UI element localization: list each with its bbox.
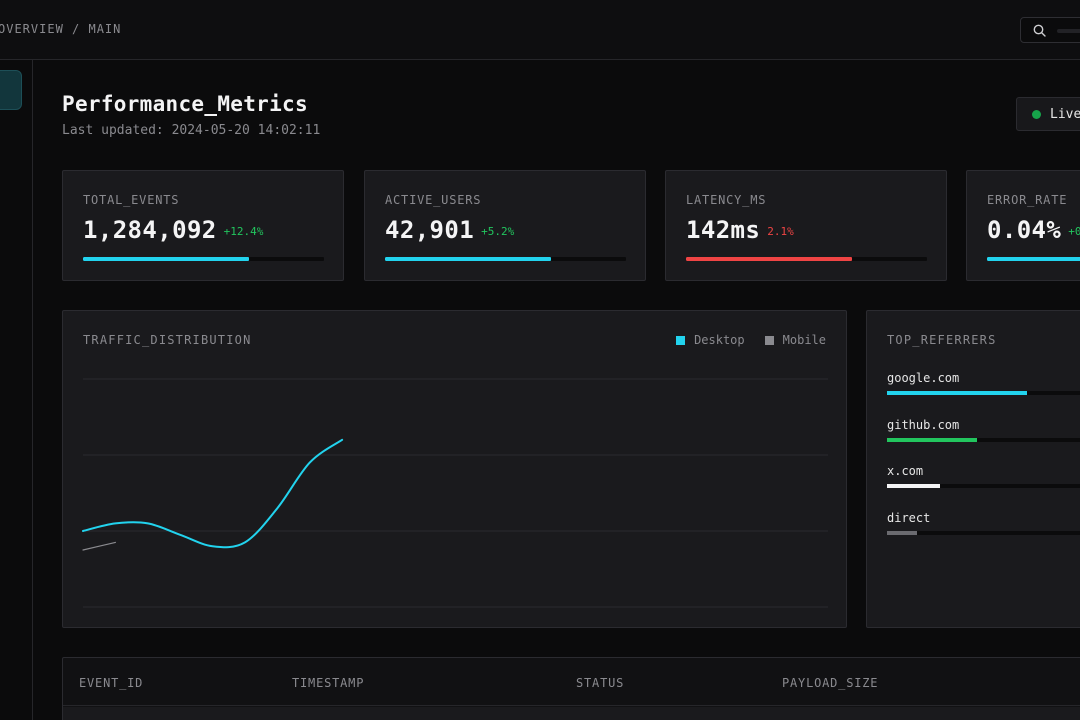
breadcrumb[interactable]: OVERVIEW / MAIN xyxy=(0,22,122,36)
chart-legend: Desktop Mobile xyxy=(676,333,826,347)
legend-label: Desktop xyxy=(694,333,745,347)
panel-title: TOP_REFERRERS xyxy=(887,333,997,347)
traffic-line-chart xyxy=(82,378,828,608)
series-line-desktop[interactable] xyxy=(82,438,344,549)
referrer-name: x.com xyxy=(887,464,924,478)
referrer-item-x[interactable]: x.com xyxy=(887,464,1080,488)
page-title: Performance_Metrics xyxy=(62,92,308,116)
top-referrers-panel: TOP_REFERRERS google.com github.com x.co… xyxy=(866,310,1080,628)
kpi-value: 0.04% xyxy=(987,216,1062,244)
search-placeholder-bar xyxy=(1057,29,1080,33)
kpi-progress-track xyxy=(83,257,324,261)
kpi-card-error-rate[interactable]: ERROR_RATE 0.04% +0 xyxy=(966,170,1080,281)
traffic-distribution-panel: TRAFFIC_DISTRIBUTION Desktop Mobile xyxy=(62,310,847,628)
legend-item-desktop[interactable]: Desktop xyxy=(676,333,745,347)
events-table: EVENT_ID TIMESTAMP STATUS PAYLOAD_SIZE xyxy=(62,657,1080,720)
kpi-progress-fill xyxy=(385,257,552,261)
referrer-bar-track xyxy=(887,391,1080,395)
referrer-bar-fill xyxy=(887,438,977,442)
referrer-item-direct[interactable]: direct xyxy=(887,511,1080,535)
legend-label: Mobile xyxy=(782,333,826,347)
kpi-label: LATENCY_MS xyxy=(686,193,767,207)
legend-item-mobile[interactable]: Mobile xyxy=(764,333,826,347)
referrer-name: direct xyxy=(887,511,931,525)
panel-title: TRAFFIC_DISTRIBUTION xyxy=(83,333,252,347)
live-status-badge[interactable]: Live xyxy=(1016,97,1080,131)
table-row[interactable] xyxy=(63,707,1080,720)
kpi-label: ACTIVE_USERS xyxy=(385,193,482,207)
referrer-bar-track xyxy=(887,531,1080,535)
referrer-name: google.com xyxy=(887,371,960,385)
legend-swatch-mobile xyxy=(764,335,774,345)
kpi-delta: +12.4% xyxy=(223,225,264,238)
last-updated-text: Last updated: 2024-05-20 14:02:11 xyxy=(62,123,321,138)
kpi-progress-track xyxy=(686,257,927,261)
search-icon xyxy=(1033,24,1046,37)
kpi-value: 1,284,092 xyxy=(83,216,217,244)
column-header-timestamp[interactable]: TIMESTAMP xyxy=(292,676,365,690)
kpi-progress-track xyxy=(987,257,1080,261)
live-status-label: Live xyxy=(1050,107,1080,122)
referrer-bar-track xyxy=(887,438,1080,442)
live-indicator-icon xyxy=(1032,110,1041,119)
kpi-delta: 2.1% xyxy=(767,225,794,238)
table-header: EVENT_ID TIMESTAMP STATUS PAYLOAD_SIZE xyxy=(63,658,1080,706)
top-bar: OVERVIEW / MAIN xyxy=(0,0,1080,60)
referrer-bar-fill xyxy=(887,531,917,535)
kpi-card-active-users[interactable]: ACTIVE_USERS 42,901 +5.2% xyxy=(364,170,646,281)
kpi-delta: +5.2% xyxy=(481,225,515,238)
sidebar xyxy=(0,60,33,720)
kpi-card-total-events[interactable]: TOTAL_EVENTS 1,284,092 +12.4% xyxy=(62,170,344,281)
referrer-bar-fill xyxy=(887,391,1028,395)
sidebar-item-active[interactable] xyxy=(0,70,22,110)
referrer-bar-track xyxy=(887,484,1080,488)
kpi-progress-fill xyxy=(686,257,853,261)
referrer-item-google[interactable]: google.com xyxy=(887,371,1080,395)
kpi-progress-track xyxy=(385,257,626,261)
kpi-value: 42,901 xyxy=(385,216,475,244)
referrer-bar-fill xyxy=(887,484,940,488)
kpi-label: ERROR_RATE xyxy=(987,193,1068,207)
kpi-label: TOTAL_EVENTS xyxy=(83,193,180,207)
kpi-card-latency[interactable]: LATENCY_MS 142ms 2.1% xyxy=(665,170,947,281)
column-header-event-id[interactable]: EVENT_ID xyxy=(79,676,144,690)
series-line-mobile[interactable] xyxy=(82,541,116,551)
column-header-status[interactable]: STATUS xyxy=(576,676,625,690)
referrer-name: github.com xyxy=(887,418,960,432)
referrer-item-github[interactable]: github.com xyxy=(887,418,1080,442)
legend-swatch-desktop xyxy=(676,335,686,345)
kpi-value: 142ms xyxy=(686,216,761,244)
kpi-progress-fill xyxy=(987,257,1080,261)
column-header-payload-size[interactable]: PAYLOAD_SIZE xyxy=(782,676,879,690)
kpi-delta: +0 xyxy=(1068,225,1080,238)
kpi-progress-fill xyxy=(83,257,250,261)
search-input[interactable] xyxy=(1020,17,1080,43)
